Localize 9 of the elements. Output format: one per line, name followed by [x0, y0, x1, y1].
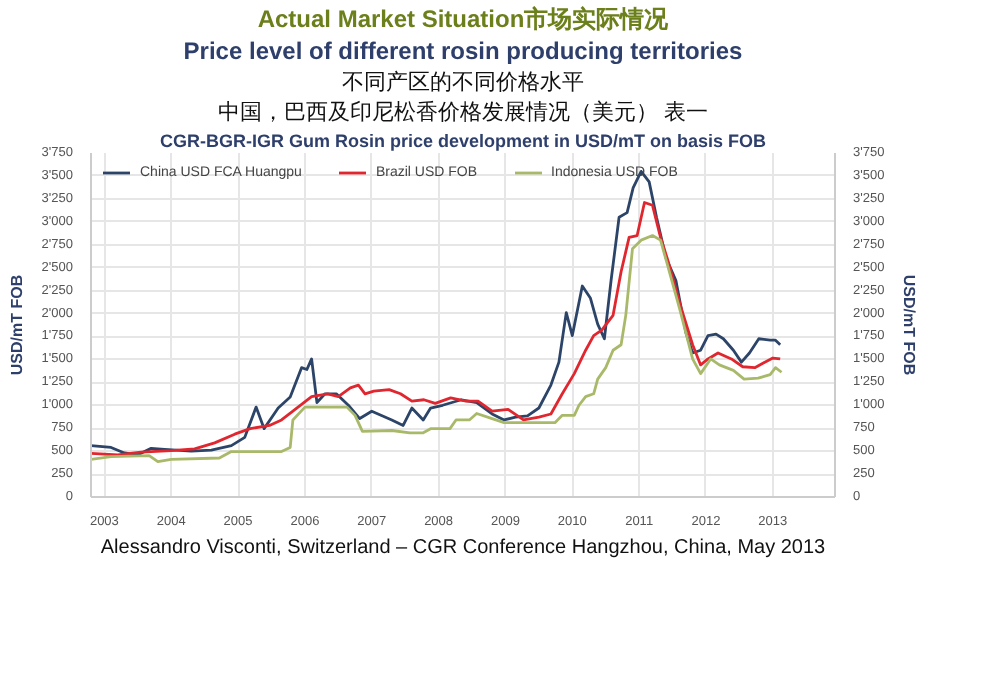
line-series — [91, 234, 783, 464]
text: Alessandro Visconti, Switzerland – CGR Conference Hangzhou, China, May 2013 — [100, 537, 827, 559]
text: 不同产区的不同价格水平 — [342, 69, 584, 95]
y2-axis-title: USD/mT FOB — [900, 274, 919, 376]
y-axis-title: USD/mT FOB — [7, 274, 26, 376]
text: 中国，巴西及印尼松香价格发展情况（美元） 表一 — [217, 99, 709, 125]
text: Price level of different rosin producing territories — [183, 37, 744, 65]
text: Actual Market Situation市场实际情况 — [257, 5, 671, 33]
chart-title: CGR-BGR-IGR Gum Rosin price development in USD/mT on basis FOB — [159, 131, 768, 151]
